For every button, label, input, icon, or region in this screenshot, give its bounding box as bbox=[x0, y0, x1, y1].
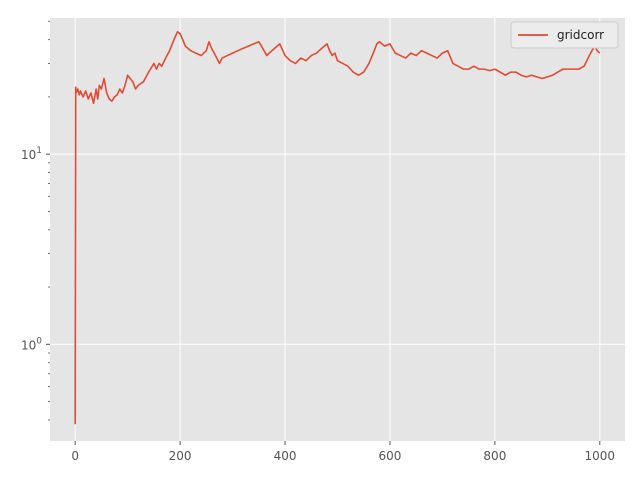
x-tick-label: 0 bbox=[71, 449, 79, 463]
legend-box bbox=[510, 21, 619, 49]
y-tick-label: 101 bbox=[21, 146, 42, 162]
y-tick-label: 100 bbox=[21, 336, 42, 352]
legend: gridcorr bbox=[510, 21, 619, 49]
series-line-gridcorr bbox=[74, 30, 601, 425]
series-lines bbox=[74, 30, 601, 425]
y-minor-ticks bbox=[48, 20, 50, 421]
tick-labels: 0 200 400 600 800 1000 100 101 bbox=[21, 146, 615, 463]
grid bbox=[50, 18, 625, 441]
x-tick-label: 200 bbox=[169, 449, 192, 463]
plot-background bbox=[50, 18, 625, 441]
x-tick-label: 800 bbox=[483, 449, 506, 463]
x-tick-label: 400 bbox=[274, 449, 297, 463]
legend-label-gridcorr: gridcorr bbox=[557, 28, 604, 42]
x-tick-label: 600 bbox=[379, 449, 402, 463]
x-tick-label: 1000 bbox=[585, 449, 616, 463]
